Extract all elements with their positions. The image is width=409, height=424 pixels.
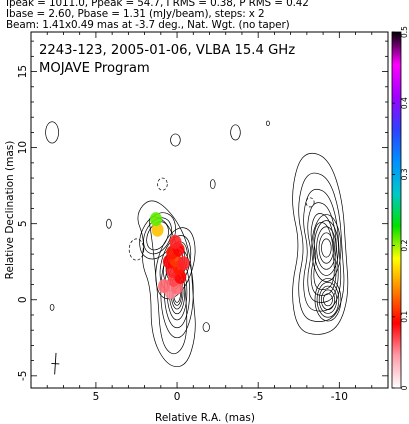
polarization-pixel (158, 279, 171, 294)
noise-contour (202, 322, 210, 333)
noise-contour (106, 218, 112, 229)
y-tick-label: 5 (17, 220, 29, 227)
lobe-contour (313, 222, 335, 290)
polarization-pixel (169, 234, 182, 249)
x-tick-label: -5 (253, 391, 263, 403)
x-tick-label: 0 (174, 391, 181, 403)
y-axis-label: Relative Declination (mas) (4, 141, 16, 280)
core-contour (143, 217, 172, 255)
chart-title: 2243-123, 2005-01-06, VLBA 15.4 GHz (39, 43, 296, 58)
colorbar (391, 31, 402, 389)
colorbar-tick-label: 0.3 (400, 168, 409, 180)
core-contour (155, 227, 196, 300)
polarization-pixel (151, 222, 164, 237)
core-contour (146, 221, 169, 251)
lobe-contour (321, 238, 332, 258)
lobe-contour (292, 152, 349, 335)
lobe-contour (318, 232, 334, 264)
lobe-contour (310, 213, 337, 296)
colorbar-tick-label: 0.2 (400, 239, 409, 251)
noise-contour (170, 133, 181, 147)
beam-minor-axis (51, 362, 60, 365)
lobe-contour (320, 289, 335, 310)
lobe-contour (311, 214, 342, 282)
contour-layer (45, 120, 349, 368)
polarization-pixel (149, 212, 162, 227)
lobe-contour (307, 202, 339, 303)
polarization-layer (149, 212, 190, 300)
colorbar-tick-label: 0.1 (400, 311, 409, 323)
y-tick-label: 15 (17, 65, 29, 78)
header-line-3: Beam: 1.41x0.49 mas at -3.7 deg., Nat. W… (6, 19, 290, 31)
beam-marker (51, 352, 60, 375)
noise-contour (45, 121, 59, 144)
negative-contour (157, 177, 168, 191)
noise-contour (49, 303, 55, 311)
plot-frame (30, 31, 389, 389)
y-tick-label: -5 (17, 371, 29, 381)
header-line-2: Ibase = 2.60, Pbase = 1.31 (mJy/beam), s… (6, 8, 265, 20)
y-tick-label: 10 (17, 141, 29, 154)
lobe-contour (318, 285, 338, 314)
noise-contour (209, 179, 216, 190)
lobe-contour (316, 226, 337, 270)
lobe-contour (314, 278, 342, 322)
x-tick-label: 5 (93, 391, 100, 403)
chart-subtitle: MOJAVE Program (39, 61, 150, 76)
lobe-contour (313, 220, 339, 276)
colorbar-ticks: 0 0.1 0.2 0.3 0.4 0.5 (392, 26, 409, 390)
noise-contour (230, 124, 241, 141)
negative-contour (305, 197, 315, 208)
colorbar-tick-label: 0 (400, 385, 409, 390)
colorbar-tick-label: 0.5 (400, 26, 409, 38)
polarization-pixel (177, 256, 190, 271)
negative-contour (128, 238, 145, 261)
x-tick-label: -10 (331, 391, 348, 403)
lobe-contour (323, 293, 333, 307)
y-tick-label: 0 (17, 296, 29, 303)
noise-contour (265, 120, 270, 126)
jet-contour (137, 200, 196, 368)
lobe-contour (316, 281, 340, 318)
colorbar-tick-label: 0.4 (400, 97, 409, 109)
header-line-1: Ipeak = 1011.0, Ppeak = 54.7, I RMS = 0.… (6, 0, 309, 9)
x-axis-label: Relative R.A. (mas) (155, 412, 255, 424)
axis-ticks: 5 0 -5 -10 -5 0 5 10 15 (17, 32, 389, 403)
